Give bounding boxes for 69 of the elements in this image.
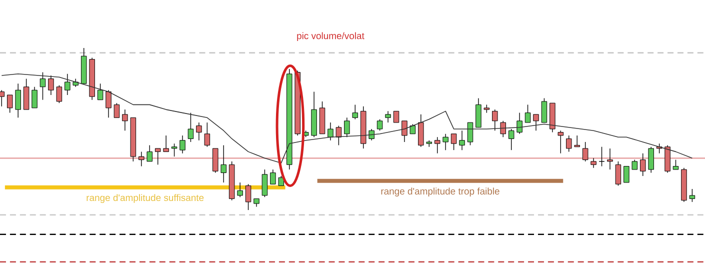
candlestick [6,94,13,114]
candlestick [402,120,408,142]
candlestick [328,122,334,141]
candlestick [385,110,391,123]
candlestick [376,118,383,131]
candlestick [23,78,30,110]
candlestick [114,102,120,118]
candlestick [146,144,152,162]
candlestick [492,109,498,131]
candlestick [40,72,46,100]
candlestick [459,130,465,150]
candlestick [476,98,482,128]
candlestick [212,148,218,174]
candlestick [558,130,564,154]
candlestick [237,182,243,198]
candlestick [574,135,580,148]
candlestick [590,158,596,168]
candlestick [344,117,350,138]
candlestick [467,122,474,146]
candlestick [188,112,194,142]
candlestick [615,161,622,186]
candlestick [64,74,70,96]
candlestick [672,159,679,170]
candlestick [541,98,548,123]
candlestick [598,146,605,167]
candlestick [689,188,696,202]
candlestick [220,144,226,183]
candlestick [163,135,169,152]
candlestick [196,122,202,141]
candlestick [624,166,630,183]
candlestick [442,134,448,150]
candlestick [15,83,21,118]
candlestick [450,134,457,150]
candlestick [48,75,54,96]
candlestick [278,176,284,186]
candlestick [122,109,128,131]
ref-line-label: range d'amplitude suffisante [86,194,204,203]
text: pic volume/volat [297,32,364,42]
candlestick [582,142,588,162]
candlestick [393,110,400,123]
candlestick [204,122,210,148]
candlestick [56,84,62,104]
candlestick [270,169,276,184]
candlestick [154,148,161,166]
candlestick [97,83,104,100]
candlestick [607,148,613,170]
candlestick [533,114,539,131]
candlestick [632,159,638,170]
candlestick [500,120,506,138]
candlestick [352,104,358,120]
candlestick [418,114,424,148]
candlestick [566,135,572,152]
candlestick [516,112,522,134]
candlestick [410,124,416,134]
candlestick [434,136,440,154]
candlestick [180,135,186,154]
candlestick [171,143,178,157]
candlestick [32,86,38,108]
candlestick [262,169,268,198]
candlestick [640,152,646,176]
candlestick [0,90,5,107]
candlestick [524,104,531,123]
candlestick [508,128,514,150]
candlestick [336,125,342,146]
candlestick [138,151,144,167]
candlestick [245,184,252,210]
candlestick [648,146,654,174]
candlestick [106,90,112,118]
ref-line-label: range d'amplitude trop faible [381,188,500,196]
